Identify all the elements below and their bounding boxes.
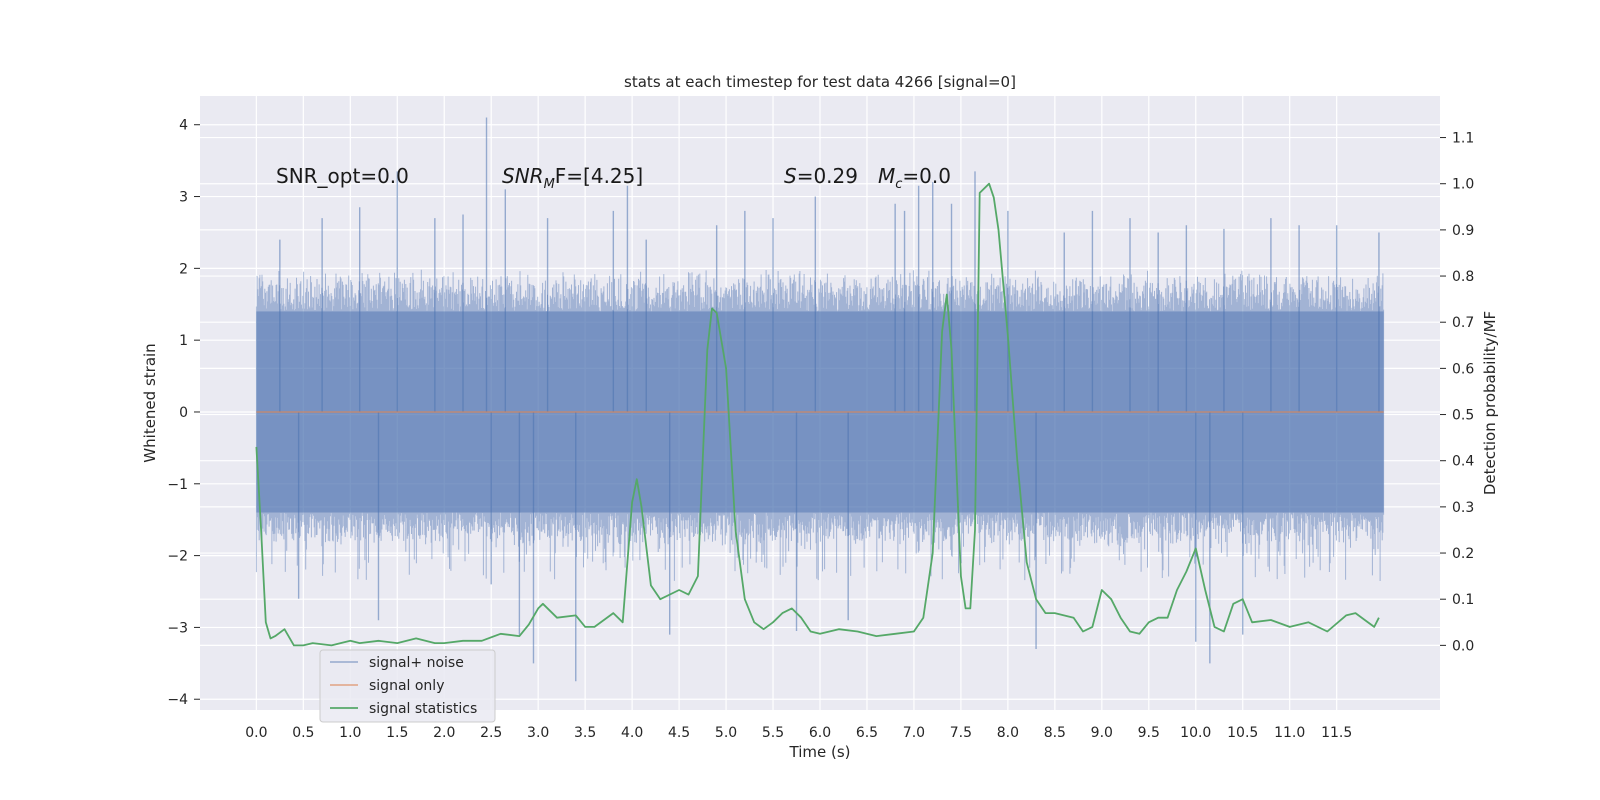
- legend: signal+ noise signal only signal statist…: [319, 649, 496, 723]
- y-axis-title: Whitened strain: [141, 343, 159, 462]
- x-tick-label: 6.0: [809, 725, 831, 741]
- x-tick-label: 7.5: [950, 725, 972, 741]
- legend-label-signal-statistics: signal statistics: [369, 701, 477, 717]
- x-tick-label: 8.0: [997, 725, 1019, 741]
- y2-tick-label: 0.1: [1452, 592, 1474, 608]
- legend-label-signal-noise: signal+ noise: [369, 655, 464, 671]
- y-tick-label: −2: [167, 549, 188, 565]
- y2-axis-title: Detection probability/MF: [1481, 311, 1499, 495]
- y2-tick-label: 0.8: [1452, 269, 1474, 285]
- x-tick-label: 5.0: [715, 725, 737, 741]
- y-tick-label: −3: [167, 620, 188, 636]
- x-tick-label: 1.0: [339, 725, 361, 741]
- y2-tick-label: 0.3: [1452, 500, 1474, 516]
- x-tick-label: 10.0: [1180, 725, 1211, 741]
- x-tick-label: 11.0: [1274, 725, 1305, 741]
- x-tick-label: 0.5: [292, 725, 314, 741]
- annotation-snr-mf-value: F=[4.25]: [555, 164, 643, 188]
- y2-tick-label: 0.7: [1452, 315, 1474, 331]
- x-tick-label: 7.0: [903, 725, 925, 741]
- legend-box: [319, 649, 496, 723]
- y2-tick-label: 0.5: [1452, 408, 1474, 424]
- x-tick-label: 3.0: [527, 725, 549, 741]
- annotation-s-stat: S=0.29: [784, 164, 858, 188]
- y2-tick-label: 0.9: [1452, 223, 1474, 239]
- y-tick-label: −1: [167, 477, 188, 493]
- x-tick-label: 3.5: [574, 725, 596, 741]
- x-tick-label: 2.5: [480, 725, 502, 741]
- x-tick-label: 11.5: [1321, 725, 1352, 741]
- chart-title: stats at each timestep for test data 426…: [624, 73, 1016, 91]
- x-tick-label: 0.0: [245, 725, 267, 741]
- x-tick-label: 4.0: [621, 725, 643, 741]
- series-layer: [255, 117, 1385, 682]
- y2-tick-label: 0.0: [1452, 638, 1474, 654]
- annotation-snr-opt: SNR_opt=0.0: [276, 164, 409, 188]
- y-tick-label: 4: [179, 118, 188, 134]
- y-tick-label: −4: [167, 692, 188, 708]
- x-tick-label: 10.5: [1227, 725, 1258, 741]
- y-tick-label: 1: [179, 333, 188, 349]
- annotation-snr-mf: SNRMF=[4.25]: [502, 164, 643, 192]
- y2-tick-label: 0.2: [1452, 546, 1474, 562]
- x-tick-label: 6.5: [856, 725, 878, 741]
- y2-tick-label: 0.4: [1452, 454, 1474, 470]
- x-tick-label: 2.0: [433, 725, 455, 741]
- y2-tick-label: 1.0: [1452, 177, 1474, 193]
- annotation-snr-mf-subscript: M: [544, 177, 555, 192]
- x-tick-label: 1.5: [386, 725, 408, 741]
- ticks: 0.0 0.5 1.0 1.5 2.0 2.5 3.0 3.5 4.0 4.5 5.0 5.5 6.0 6…: [167, 118, 1474, 741]
- y-tick-label: 3: [179, 190, 188, 206]
- y2-tick-label: 0.6: [1452, 361, 1474, 377]
- x-tick-label: 4.5: [668, 725, 690, 741]
- x-tick-label: 9.5: [1138, 725, 1160, 741]
- annotation-mc-symbol: M: [878, 164, 895, 188]
- x-tick-label: 8.5: [1044, 725, 1066, 741]
- annotation-snr-mf-symbol: SNR: [502, 164, 544, 188]
- x-axis-title: Time (s): [789, 743, 851, 761]
- y2-tick-label: 1.1: [1452, 131, 1474, 147]
- x-tick-label: 9.0: [1091, 725, 1113, 741]
- legend-label-signal-only: signal only: [369, 678, 444, 694]
- annotation-s-value: =0.29: [797, 164, 858, 188]
- y-tick-label: 2: [179, 261, 188, 277]
- x-tick-label: 5.5: [762, 725, 784, 741]
- annotation-mc-value: =0.0: [902, 164, 951, 188]
- annotation-mc-subscript: c: [895, 177, 902, 192]
- series-signal-statistics: [255, 182, 1380, 647]
- y-tick-label: 0: [179, 405, 188, 421]
- annotation-s-symbol: S: [784, 164, 797, 188]
- annotation-mc: Mc=0.0: [878, 164, 951, 192]
